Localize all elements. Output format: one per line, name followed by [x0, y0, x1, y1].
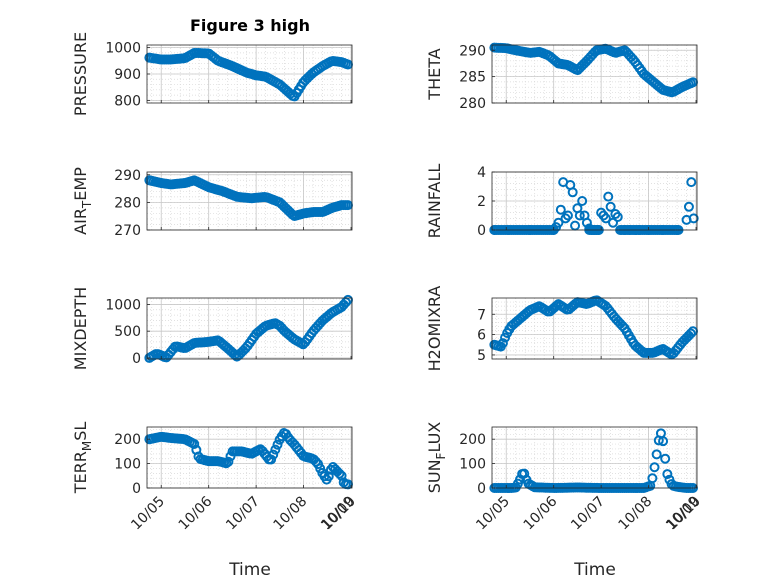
data-point	[189, 438, 200, 449]
data-point	[612, 211, 623, 222]
data-point	[266, 454, 277, 465]
data-point	[651, 449, 662, 460]
y-axis-label: RAINFALL	[425, 164, 444, 239]
y-tick-label: 1000	[105, 297, 141, 313]
axes-panel-5: 0 500 1000 MIXDEPTH	[71, 287, 353, 370]
y-tick-label: 0	[477, 481, 486, 497]
data-point	[555, 204, 566, 215]
y-axis-label: MIXDEPTH	[71, 287, 90, 370]
y-tick-label: 2	[477, 194, 486, 210]
data-point	[688, 213, 699, 224]
y-tick-label: 800	[114, 93, 141, 109]
axes-box	[146, 426, 353, 489]
y-tick-label: 100	[114, 457, 141, 473]
y-tick-label: 200	[114, 432, 141, 448]
axes-panel-2: 280 285 290 THETA	[425, 42, 698, 112]
data-point	[500, 332, 511, 343]
data-point	[223, 456, 234, 467]
y-tick-label: 290	[114, 168, 141, 184]
data-point	[658, 436, 669, 447]
axes-box	[146, 171, 353, 231]
x-tick-label: 10/05	[128, 494, 168, 534]
data-point	[270, 444, 281, 455]
data-point	[268, 449, 279, 460]
axes-box	[491, 44, 698, 104]
y-axis-label: H2OMIXRA	[425, 286, 444, 372]
data-point	[603, 191, 614, 202]
axes-panel-6: 5 6 7 H2OMIXRA	[425, 286, 698, 372]
y-tick-label: 285	[459, 70, 486, 86]
y-tick-label: 5	[477, 348, 486, 364]
x-tick-label: 10/08	[271, 494, 311, 534]
y-tick-label: 280	[114, 195, 141, 211]
y-tick-label: 0	[477, 223, 486, 239]
y-axis-label: THETA	[425, 48, 444, 100]
axes-panel-1: 800 900 1000 PRESSURE	[71, 32, 353, 116]
axes-box	[491, 297, 698, 360]
data-point	[649, 462, 660, 473]
x-tick-label: 10/06	[521, 493, 561, 533]
x-tick-label: 10/07	[568, 494, 608, 534]
y-tick-label: 100	[459, 457, 486, 473]
data-point	[574, 210, 585, 221]
x-tick-label: 10/10	[664, 494, 704, 534]
y-tick-label: 0	[132, 351, 141, 367]
y-tick-label: 900	[114, 67, 141, 83]
data-point	[647, 473, 658, 484]
data-point	[562, 210, 573, 221]
x-tick-label: 10/06	[176, 493, 216, 533]
y-tick-label: 200	[459, 432, 486, 448]
axes-box	[491, 426, 698, 489]
data-point	[519, 468, 530, 479]
data-point	[497, 338, 508, 349]
y-axis-label: SUNFLUX	[425, 422, 448, 494]
y-tick-label: 500	[114, 324, 141, 340]
data-point	[310, 456, 321, 467]
x-tick-label: 10/08	[616, 494, 656, 534]
figure-title: Figure 3 high	[190, 16, 310, 35]
y-tick-label: 290	[459, 43, 486, 59]
axes-box	[146, 297, 353, 360]
data-point	[608, 217, 619, 228]
y-axis-label: PRESSURE	[71, 32, 90, 116]
x-tick-label: 10/07	[223, 494, 263, 534]
y-axis-label: TERRMSL	[71, 422, 94, 495]
data-point	[272, 439, 283, 450]
y-tick-label: 280	[459, 96, 486, 112]
y-tick-label: 0	[132, 481, 141, 497]
x-axis-label-left: Time	[228, 560, 271, 580]
data-point	[662, 469, 673, 480]
y-tick-label: 7	[477, 307, 486, 323]
y-axis-label: AIRTEMP	[71, 167, 94, 235]
data-point	[605, 201, 616, 212]
axes-panel-4: 0 2 4 RAINFALL	[425, 164, 699, 239]
x-tick-label: 10/10	[319, 494, 359, 534]
data-point	[686, 177, 697, 188]
data-point	[577, 196, 588, 206]
y-tick-label: 1000	[105, 41, 141, 57]
data-point	[660, 453, 671, 464]
y-tick-label: 270	[114, 223, 141, 239]
data-point	[600, 213, 611, 224]
axes-panel-3: 270 280 290 AIRTEMP	[71, 167, 353, 239]
data-point	[551, 300, 562, 311]
y-tick-label: 4	[477, 165, 486, 181]
data-point	[567, 187, 578, 198]
x-axis-label-right: Time	[573, 560, 616, 580]
data-point	[553, 217, 564, 228]
data-point	[685, 328, 696, 339]
x-tick-label: 10/05	[473, 494, 513, 534]
data-point	[683, 201, 694, 212]
y-tick-label: 6	[477, 328, 486, 344]
data-point	[334, 468, 345, 479]
